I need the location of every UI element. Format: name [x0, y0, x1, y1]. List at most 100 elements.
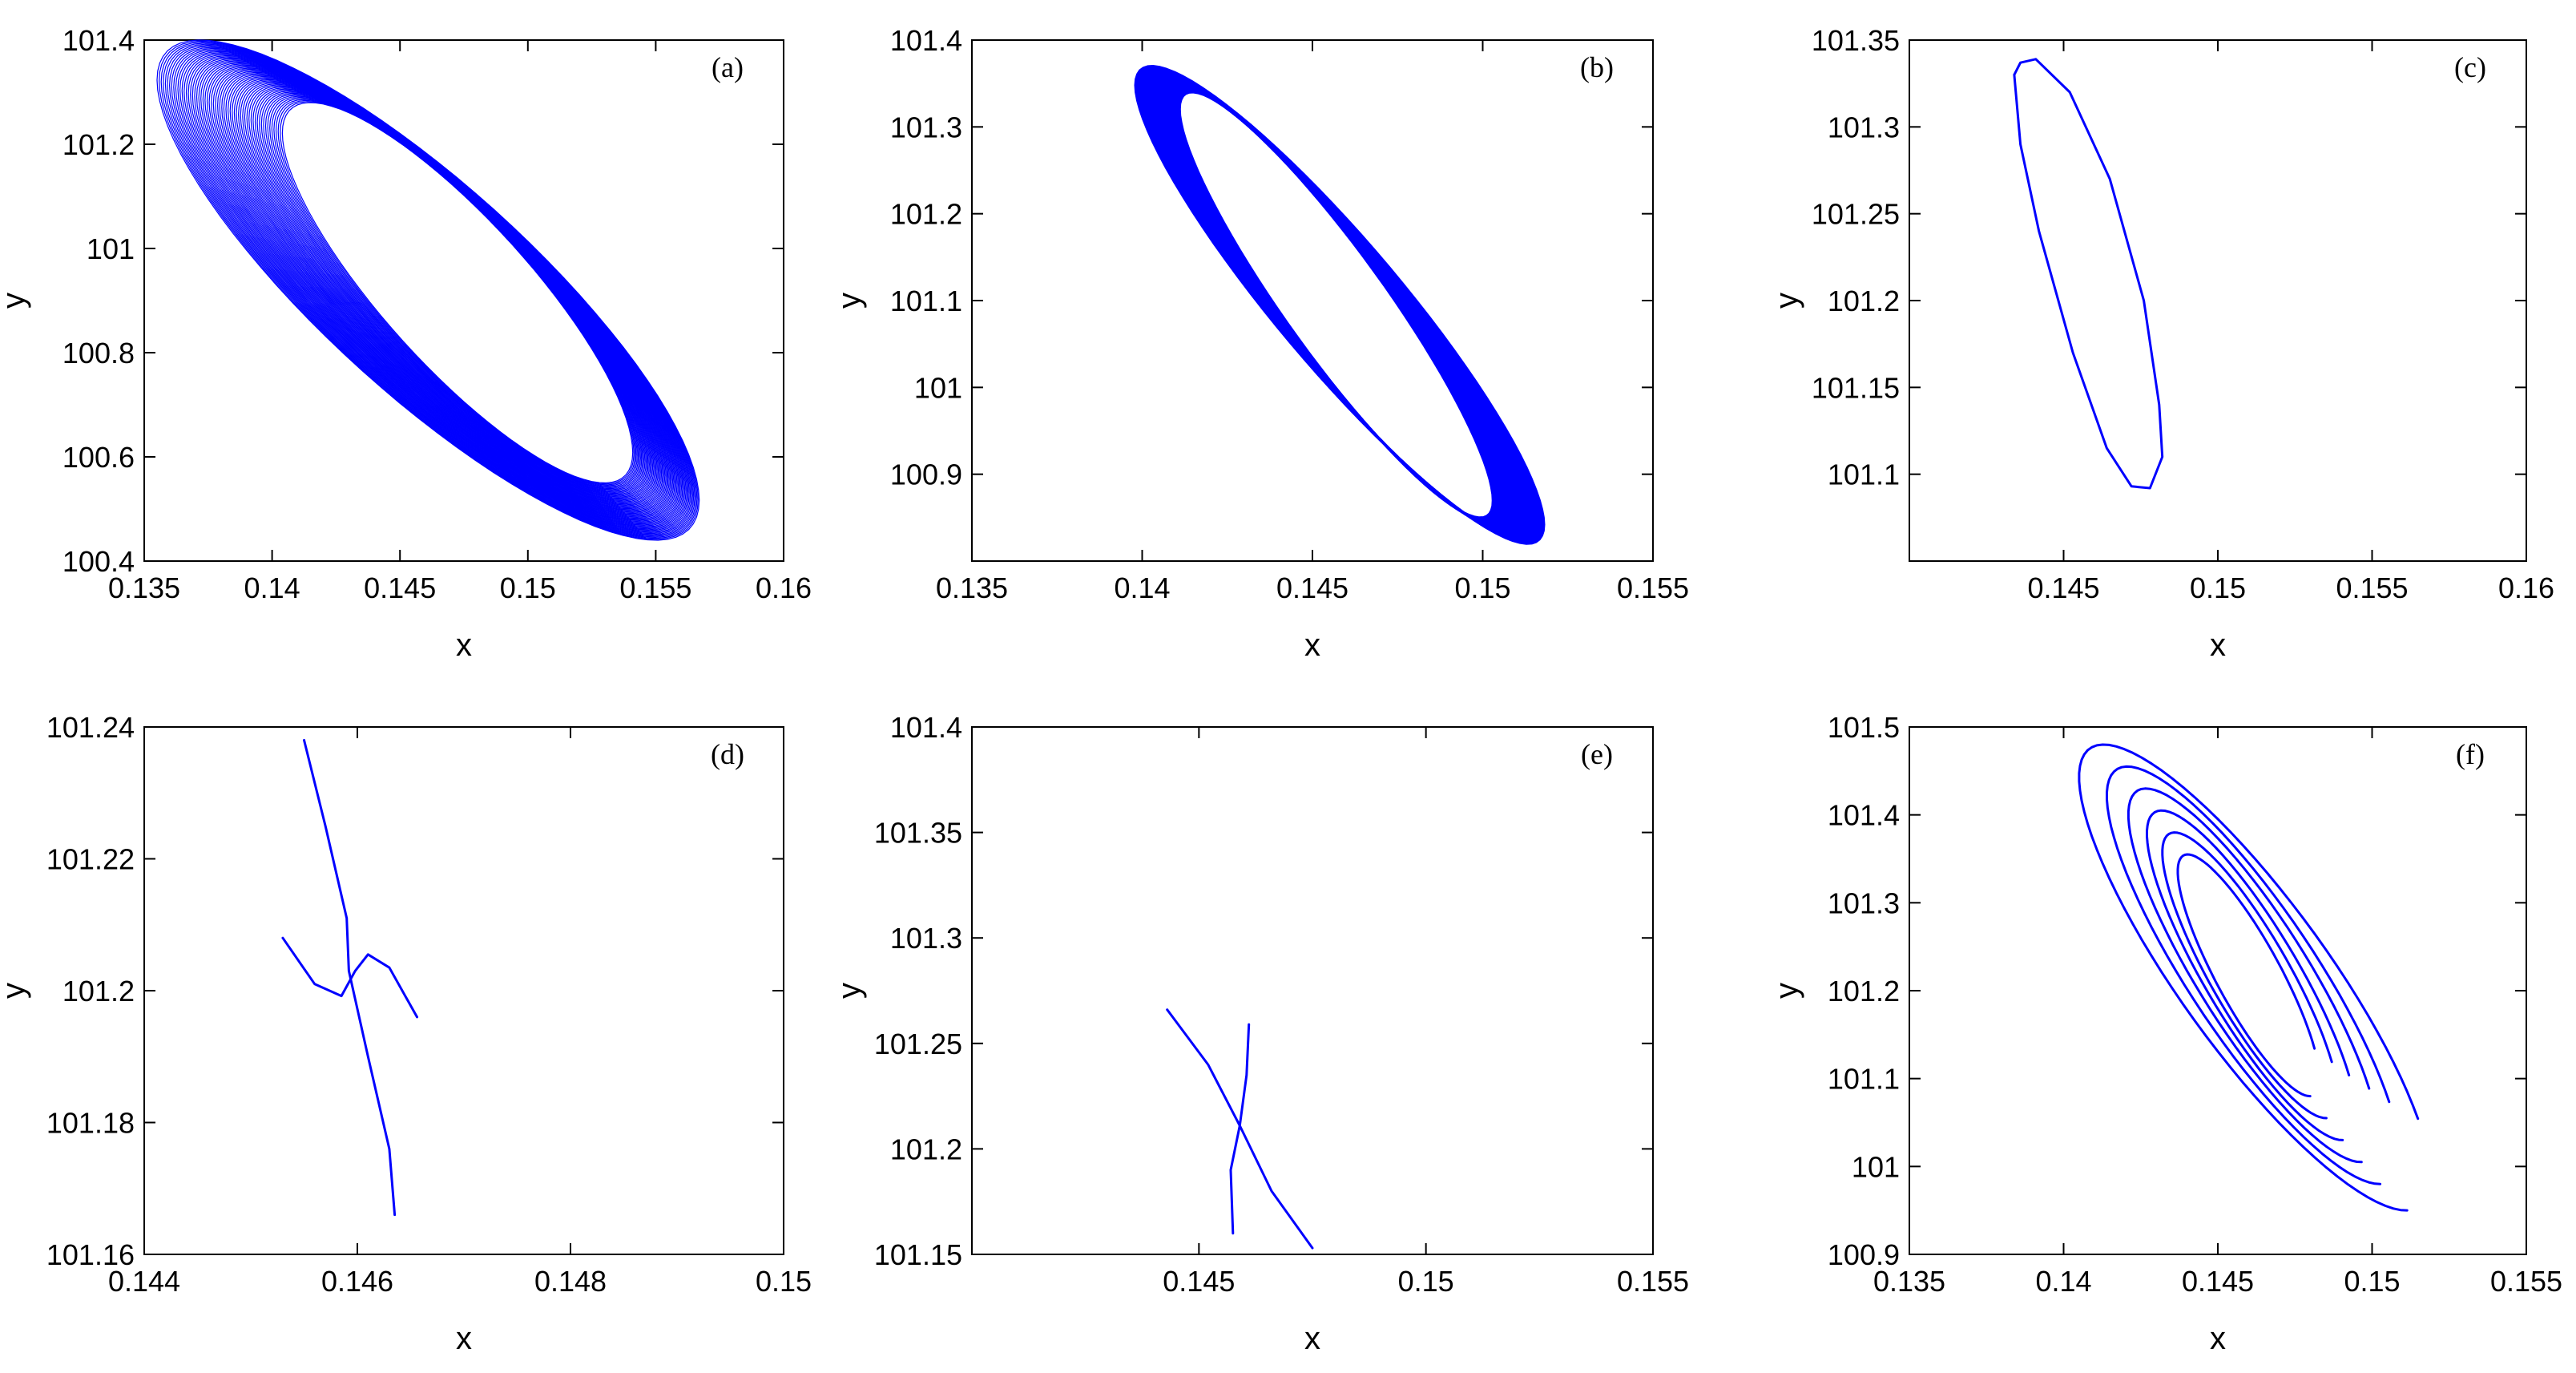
panel-e-x-tick-label: 0.145 [1163, 1265, 1235, 1298]
panel-b-band-loop [1151, 75, 1526, 535]
panel-b-band-loop [1163, 82, 1513, 528]
panel-f-x-tick-label: 0.145 [2182, 1265, 2254, 1298]
panel-b-x-tick-label: 0.155 [1617, 571, 1689, 604]
panel-d-y-tick-label: 101.22 [46, 843, 135, 876]
panel-d-axes-frame [143, 726, 784, 1255]
panel-a-band-loop [204, 63, 675, 519]
panel-c-x-tick-label: 0.155 [2336, 571, 2408, 604]
panel-d-y-tick-label: 101.24 [46, 711, 135, 744]
panel-f-y-tick-label: 101.2 [1828, 975, 1900, 1008]
panel-a-x-tick-label: 0.155 [619, 571, 691, 604]
panel-b-band-loop [1147, 72, 1530, 538]
panel-b-band-loop [1140, 68, 1538, 541]
panel-b-x-tick-label: 0.145 [1276, 571, 1348, 604]
chart-panel-f: 0.135 0.14 0.145 0.15 0.155 100.9 101 101.1 101.… [1769, 711, 2562, 1356]
panel-b-band-loop [1167, 84, 1506, 525]
panel-b-band-loop [1159, 79, 1517, 531]
panel-b-x-tick-label: 0.15 [1454, 571, 1510, 604]
panel-f-x-tick-label: 0.15 [2344, 1265, 2400, 1298]
chart-panel-d: 0.144 0.146 0.148 0.15 101.16 101.18 101.2 101.… [0, 711, 812, 1356]
panel-b-y-tick-label: 101 [914, 371, 962, 404]
chart-panel-e: 0.145 0.15 0.155 101.15 101.2 101.25 101.3 101.… [832, 711, 1689, 1356]
panel-e-x-tick-label: 0.15 [1398, 1265, 1454, 1298]
panel-b-band-loop [1134, 65, 1546, 545]
panel-e-y-tick-label: 101.2 [890, 1133, 962, 1165]
panel-d-series-0-line [303, 738, 397, 1217]
chart-panel-a: 0.135 0.14 0.145 0.15 0.155 0.16 100.4 100.6 100… [0, 24, 812, 663]
panel-b-band-loop [1177, 90, 1496, 520]
panel-a-band-loop [171, 46, 692, 535]
chart-panel-c: 0.145 0.15 0.155 0.16 101.1 101.15 101.2 101.25… [1769, 24, 2554, 663]
panel-b-x-tick-label: 0.135 [936, 571, 1008, 604]
panel-f-spiral-loop-2 [2127, 787, 2371, 1164]
panel-b-band-loop [1178, 91, 1494, 519]
panel-f-spiral-loop-0 [2078, 743, 2420, 1212]
panel-d-x-tick-label: 0.15 [756, 1265, 812, 1298]
panel-f-y-tick-label: 101 [1852, 1150, 1900, 1183]
panel-a-band-loop [206, 64, 674, 518]
panel-d-y-tick-label: 101.16 [46, 1238, 135, 1271]
panel-b-axes-frame [971, 39, 1654, 562]
panel-b-band-loop [1171, 86, 1503, 523]
panel-d-x-tick-label: 0.146 [321, 1265, 393, 1298]
panel-e-y-axis-label: y [832, 983, 867, 999]
panel-b-band-loop [1143, 70, 1535, 540]
panel-d-y-axis-label: y [0, 983, 31, 999]
panel-e-y-tick-label: 101.25 [874, 1028, 962, 1060]
panel-b-band-loop [1153, 76, 1523, 534]
panel-a-y-tick-label: 100.8 [62, 337, 135, 369]
panel-b-y-tick-label: 101.3 [890, 111, 962, 143]
panel-b-band-loop [1152, 75, 1525, 535]
panel-f-panel-label: (f) [2456, 738, 2485, 770]
panel-e-y-tick-label: 101.35 [874, 817, 962, 850]
panel-f-y-tick-label: 101.3 [1828, 886, 1900, 919]
panel-b-band-loop [1167, 83, 1508, 526]
panel-e-x-tick-label: 0.155 [1617, 1265, 1689, 1298]
panel-a-axes-frame [143, 39, 784, 562]
panel-c-x-tick-label: 0.15 [2190, 571, 2246, 604]
panel-c-x-tick-label: 0.145 [2027, 571, 2099, 604]
panel-b-band-loop [1135, 66, 1544, 544]
panel-f-y-tick-label: 100.9 [1828, 1238, 1900, 1271]
panel-d-y-tick-label: 101.18 [46, 1107, 135, 1140]
panel-b-band-loop [1175, 89, 1498, 521]
panel-e-axes-frame [971, 726, 1654, 1255]
panel-b-band-loop [1148, 73, 1529, 537]
panel-b-y-tick-label: 101.2 [890, 198, 962, 231]
panel-b-band-loop [1171, 87, 1502, 523]
panel-c-y-tick-label: 101.3 [1828, 111, 1900, 143]
panel-a-x-tick-label: 0.15 [500, 571, 556, 604]
panel-b-band-loop [1155, 77, 1522, 533]
panel-a-band-loop [169, 46, 693, 535]
panel-b-band-loop [1169, 85, 1505, 524]
chart-panel-b: 0.135 0.14 0.145 0.15 0.155 100.9 101 101.1 101.… [832, 24, 1689, 663]
panel-d-panel-label: (d) [711, 738, 744, 770]
panel-c-y-tick-label: 101.25 [1812, 198, 1900, 231]
panel-a-band-loop [177, 50, 689, 531]
panel-b-band-loop [1163, 83, 1511, 527]
panel-a-band-loop [159, 40, 699, 540]
panel-c-series-0-line [2013, 58, 2164, 490]
panel-a-y-tick-label: 100.6 [62, 441, 135, 474]
panel-a-panel-label: (a) [712, 51, 744, 83]
panel-d-series-1-line [281, 936, 418, 1019]
panel-c-x-axis-label: x [2210, 628, 2226, 663]
panel-e-y-tick-label: 101.3 [890, 922, 962, 955]
panel-e-series-1-line [1229, 1023, 1251, 1235]
panel-d-x-tick-label: 0.144 [108, 1265, 180, 1298]
panel-b-x-tick-label: 0.14 [1114, 571, 1170, 604]
panel-b-band-loop [1142, 69, 1537, 541]
panel-a-band-loop [179, 50, 687, 531]
panel-b-band-loop [1174, 88, 1499, 522]
panel-b-band-loop [1136, 67, 1542, 543]
panel-a-band-loop [187, 55, 683, 527]
panel-b-band-loop [1156, 78, 1520, 532]
panel-c-panel-label: (c) [2454, 51, 2486, 83]
panel-d-y-tick-label: 101.2 [62, 975, 135, 1008]
panel-f-x-tick-label: 0.135 [1873, 1265, 1945, 1298]
panel-f-spiral-loop-4 [2161, 831, 2333, 1120]
panel-f-y-axis-label: y [1769, 983, 1804, 999]
panel-e-y-tick-label: 101.15 [874, 1238, 962, 1271]
panel-f-spiral-loop-5 [2176, 853, 2316, 1098]
panel-b-y-tick-label: 101.1 [890, 285, 962, 317]
